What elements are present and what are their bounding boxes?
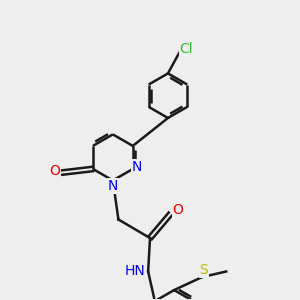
Text: N: N	[132, 160, 142, 174]
Text: Cl: Cl	[180, 42, 193, 56]
Text: N: N	[108, 179, 119, 193]
Text: O: O	[172, 203, 183, 217]
Text: S: S	[200, 263, 208, 278]
Text: O: O	[49, 164, 60, 178]
Text: HN: HN	[125, 265, 146, 278]
